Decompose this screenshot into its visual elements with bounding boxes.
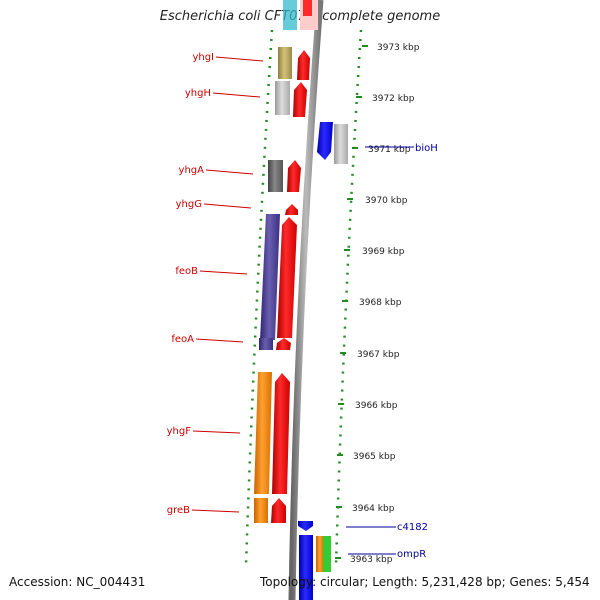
feature-top-red [303, 0, 312, 16]
tick-label: 3966 kbp [355, 401, 398, 411]
genome-backbone [288, 0, 324, 600]
gene-feoB-left [260, 214, 280, 340]
tick-label: 3971 kbp [368, 145, 411, 155]
gene-label-yhgH: yhgH [185, 88, 211, 99]
label-line-yhgG [203, 203, 252, 209]
label-line-feoB [199, 270, 248, 275]
accession-text: Accession: NC_004431 [9, 575, 146, 589]
tick-label: 3970 kbp [365, 196, 408, 206]
label-line-yhgH [212, 92, 261, 98]
gene-yhgG-arrow [285, 204, 298, 215]
gene-yhgI-arrow [297, 50, 310, 80]
gene-yhgH-left [275, 81, 290, 115]
gene-bioH-arrow [317, 122, 333, 160]
tick-label: 3965 kbp [353, 452, 396, 462]
gene-yhgF-arrow [272, 373, 290, 494]
gene-feoB-arrow [277, 217, 297, 338]
gene-feoA-left [259, 338, 273, 350]
tick-label: 3964 kbp [352, 504, 395, 514]
gene-label-yhgI: yhgI [192, 52, 214, 63]
gene-ompR-blue [299, 535, 313, 600]
gene-yhgA-arrow [287, 160, 301, 192]
label-line-yhgI [215, 56, 264, 62]
feature-top-cyan [283, 0, 297, 30]
gene-label-yhgA: yhgA [179, 165, 205, 176]
tick-label: 3969 kbp [362, 247, 405, 257]
outer-ring-right [334, 29, 363, 566]
tick-marks [335, 45, 368, 559]
label-line-yhgF [192, 430, 241, 434]
gene-label-yhgF: yhgF [167, 426, 192, 437]
map-title: Escherichia coli CFT073, complete genome [159, 9, 441, 24]
gene-label-bioH: bioH [415, 143, 438, 154]
label-line-greB [191, 509, 240, 513]
gene-bioH-right [334, 124, 348, 164]
gene-greB-left [254, 498, 268, 523]
gene-label-greB: greB [167, 505, 190, 516]
gene-label-feoA: feoA [171, 334, 194, 345]
gene-label-yhgG: yhgG [176, 199, 202, 210]
label-line-yhgA [205, 169, 254, 175]
gene-ompR-orange [316, 536, 324, 572]
tick-label: 3963 kbp [350, 555, 393, 565]
gene-label-feoB: feoB [175, 266, 198, 277]
tick-label: 3973 kbp [377, 43, 420, 53]
gene-yhgI-left [278, 47, 292, 79]
label-line-feoA [195, 338, 244, 343]
gene-feoA-arrow [276, 338, 291, 350]
gene-c4182-arrow [298, 521, 313, 531]
gene-yhgA-left [268, 160, 283, 192]
genome-summary: Topology: circular; Length: 5,231,428 bp… [260, 575, 590, 589]
gene-yhgF-left [254, 372, 272, 494]
gene-yhgH-arrow [293, 82, 307, 117]
gene-ompR-green [323, 536, 331, 572]
tick-label: 3968 kbp [359, 298, 402, 308]
gene-greB-arrow [271, 498, 286, 523]
gene-label-c4182: c4182 [397, 522, 428, 533]
tick-label: 3972 kbp [372, 94, 415, 104]
tick-label: 3967 kbp [357, 350, 400, 360]
gene-label-ompR: ompR [397, 549, 426, 560]
